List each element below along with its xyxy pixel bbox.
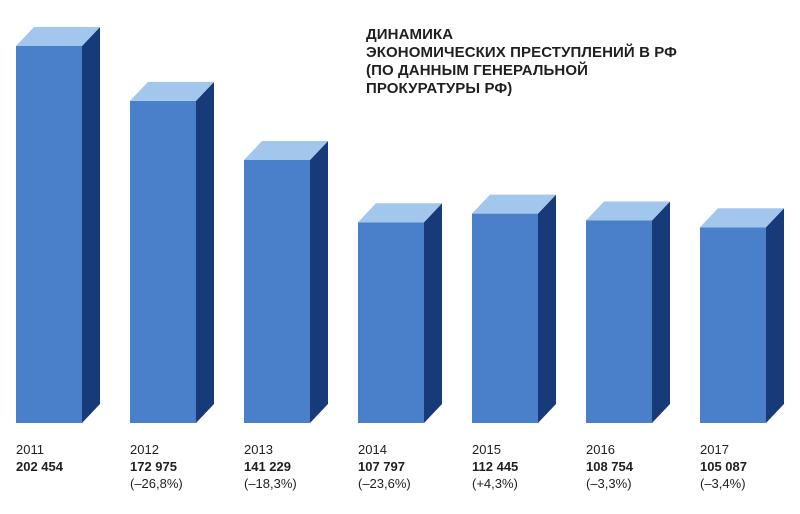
bar-side-face: [82, 27, 100, 423]
bar-label-2015: 2015 112 445 (+4,3%): [472, 441, 582, 492]
bar-top-face: [358, 203, 442, 223]
change-label: (+4,3%): [472, 476, 518, 491]
value-label: 141 229: [244, 459, 291, 474]
chart-title-line: (ПО ДАННЫМ ГЕНЕРАЛЬНОЙ: [366, 62, 588, 79]
chart-title-line: ПРОКУРАТУРЫ РФ): [366, 80, 513, 97]
chart-title-line: ДИНАМИКА: [366, 26, 454, 43]
bar-2014: [358, 203, 442, 423]
bar-side-face: [196, 81, 214, 424]
bar-2015: [472, 194, 556, 423]
bar-2013: [244, 141, 328, 423]
bar-front-face: [472, 213, 538, 423]
bar-front-face: [586, 220, 652, 423]
bar-front-face: [16, 46, 82, 423]
category-label: 2015: [472, 442, 501, 457]
bar-side-face: [310, 141, 328, 423]
change-label: (–26,8%): [130, 476, 183, 491]
bar-label-2012: 2012 172 975 (–26,8%): [130, 441, 240, 492]
chart-title-line: ЭКОНОМИЧЕСКИХ ПРЕСТУПЛЕНИЙ В РФ: [366, 44, 678, 61]
category-label: 2012: [130, 442, 159, 457]
value-label: 202 454: [16, 459, 63, 474]
bar-side-face: [538, 194, 556, 423]
change-label: (–3,3%): [586, 476, 632, 491]
bar-top-face: [244, 141, 328, 161]
bar-front-face: [244, 160, 310, 423]
bar-2011: [16, 27, 100, 423]
bar-front-face: [700, 227, 766, 423]
bar-top-face: [130, 81, 214, 101]
bar-label-2014: 2014 107 797 (–23,6%): [358, 441, 468, 492]
bar-top-face: [472, 194, 556, 214]
bar-label-2013: 2013 141 229 (–18,3%): [244, 441, 354, 492]
category-label: 2013: [244, 442, 273, 457]
bar-top-face: [700, 208, 784, 228]
category-label: 2017: [700, 442, 729, 457]
bar-label-2016: 2016 108 754 (–3,3%): [586, 441, 696, 492]
bar-top-face: [586, 201, 670, 221]
bar-2017: [700, 208, 784, 423]
bar-2016: [586, 201, 670, 423]
category-label: 2011: [16, 442, 44, 457]
bar-label-2017: 2017 105 087 (–3,4%): [700, 441, 800, 492]
bar-front-face: [358, 222, 424, 423]
change-label: (–3,4%): [700, 476, 746, 491]
bar-side-face: [424, 203, 442, 423]
value-label: 105 087: [700, 459, 747, 474]
change-label: (–23,6%): [358, 476, 411, 491]
bar-front-face: [130, 100, 196, 424]
bar-label-2011: 2011 202 454: [16, 441, 126, 475]
value-label: 108 754: [586, 459, 633, 474]
value-label: 107 797: [358, 459, 405, 474]
bar-top-face: [16, 27, 100, 46]
bar-2012: [130, 81, 214, 424]
change-label: (–18,3%): [244, 476, 297, 491]
category-label: 2014: [358, 442, 387, 457]
value-label: 112 445: [472, 459, 519, 474]
chart-title: ДИНАМИКА ЭКОНОМИЧЕСКИХ ПРЕСТУПЛЕНИЙ В РФ…: [366, 26, 677, 98]
bar-side-face: [766, 208, 784, 423]
category-label: 2016: [586, 442, 615, 457]
value-label: 172 975: [130, 459, 177, 474]
bar-side-face: [652, 201, 670, 423]
